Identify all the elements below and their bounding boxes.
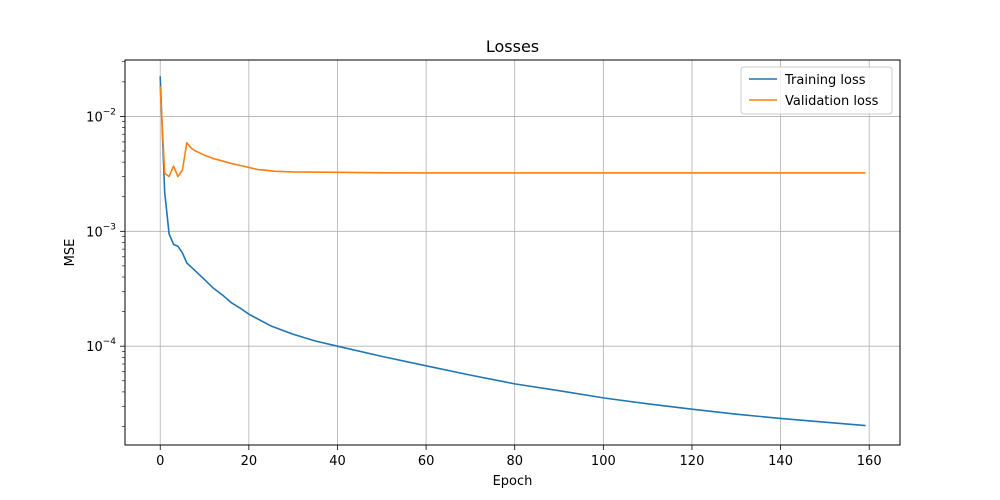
y-tick-label: 10−2 — [86, 107, 116, 125]
series-layer — [159, 76, 866, 427]
plot-area — [125, 60, 900, 445]
plot-frame — [124, 59, 901, 446]
y-tick-base: 10 — [86, 225, 103, 240]
series-line-validation-loss — [159, 86, 866, 178]
chart-title: Losses — [486, 37, 539, 56]
y-tick-base: 10 — [86, 340, 103, 355]
x-tick-label: 100 — [591, 454, 616, 469]
grid-lines — [125, 60, 900, 445]
x-tick-label: 80 — [506, 454, 523, 469]
y-axis-label: MSE — [63, 239, 78, 267]
x-axis-label: Epoch — [493, 474, 533, 489]
x-tick-label: 140 — [768, 454, 793, 469]
x-tick-label: 20 — [241, 454, 258, 469]
y-tick-base: 10 — [86, 110, 103, 125]
y-tick-exponent: −3 — [103, 222, 116, 232]
legend-label: Validation loss — [785, 94, 879, 109]
series-line-training-loss — [159, 76, 866, 427]
x-axis: 0 20 40 60 80 100 120 140 160 — [156, 445, 882, 469]
x-tick-label: 60 — [418, 454, 435, 469]
x-tick-label: 0 — [156, 454, 164, 469]
x-tick-label: 160 — [857, 454, 882, 469]
y-tick-exponent: −4 — [103, 337, 117, 347]
legend-box — [740, 66, 893, 115]
y-tick-label: 10−4 — [86, 337, 116, 355]
x-tick-label: 120 — [680, 454, 705, 469]
legend: Training loss Validation loss — [740, 66, 893, 115]
y-tick-exponent: −2 — [103, 107, 116, 117]
y-tick-label: 10−3 — [86, 222, 116, 240]
x-tick-label: 40 — [329, 454, 346, 469]
legend-label: Training loss — [784, 73, 866, 88]
y-axis: 10−410−310−2 — [86, 61, 125, 427]
